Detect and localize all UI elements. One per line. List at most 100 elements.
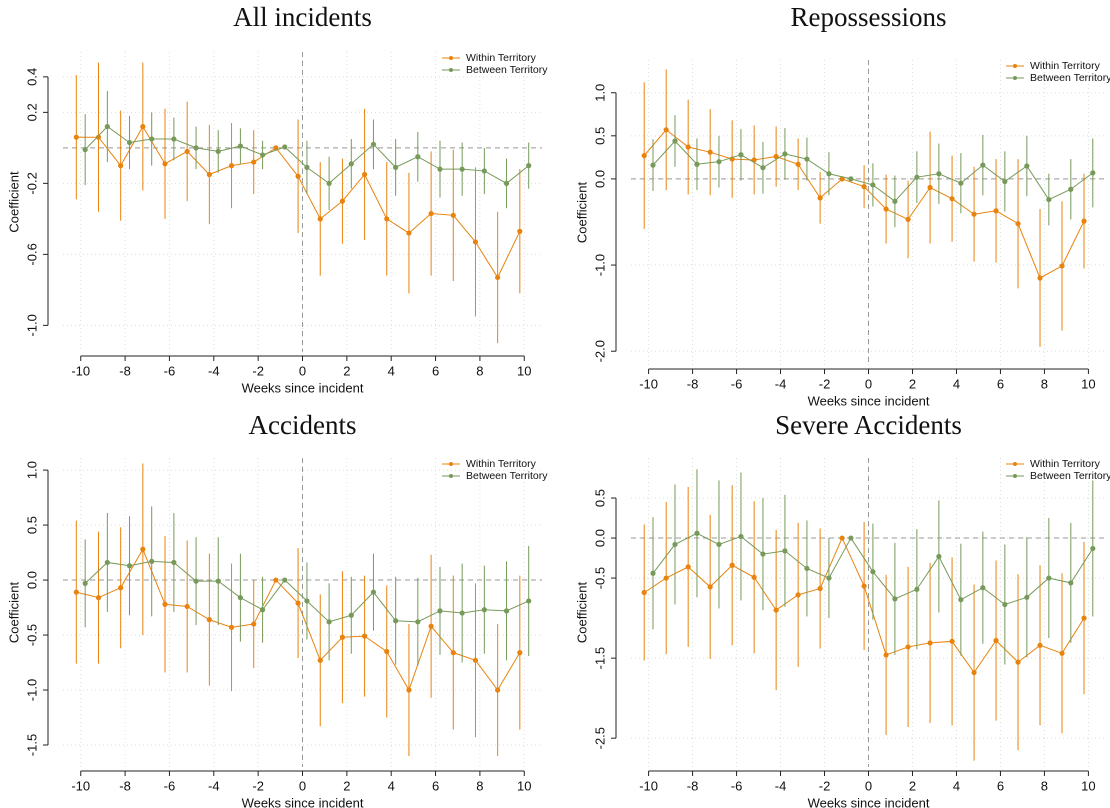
data-point xyxy=(707,149,713,155)
y-tick-label: 0.0 xyxy=(24,571,39,589)
data-point xyxy=(370,589,377,595)
data-point xyxy=(927,640,933,646)
y-tick-label: -1.0 xyxy=(592,254,607,276)
y-tick-label: -1.5 xyxy=(592,647,607,669)
data-point xyxy=(936,171,942,177)
y-tick-label: 0.5 xyxy=(24,516,39,534)
data-point xyxy=(517,650,523,656)
y-tick-label: 1.0 xyxy=(592,84,607,102)
data-point xyxy=(361,633,368,639)
data-point xyxy=(459,166,465,172)
data-point xyxy=(914,174,920,180)
data-point xyxy=(980,162,986,168)
data-point xyxy=(641,589,647,596)
data-point xyxy=(393,618,399,624)
x-tick-label: 10 xyxy=(1081,376,1095,391)
data-point xyxy=(237,143,244,149)
data-point xyxy=(773,153,779,160)
data-point xyxy=(304,164,310,170)
data-point xyxy=(503,180,510,186)
y-tick-label: 0.5 xyxy=(592,489,607,507)
data-point xyxy=(685,144,691,150)
x-tick-label: -8 xyxy=(119,778,131,793)
data-point xyxy=(228,163,235,169)
y-tick-label: 0.4 xyxy=(24,68,39,86)
data-point xyxy=(184,603,190,610)
data-point xyxy=(685,564,691,570)
data-point xyxy=(1015,221,1021,227)
data-point xyxy=(1068,580,1074,586)
y-tick-label: -0.6 xyxy=(24,243,39,265)
legend-marker xyxy=(449,474,453,478)
data-point xyxy=(1046,575,1052,581)
data-point xyxy=(716,159,722,165)
data-point xyxy=(883,206,889,212)
x-tick-label: -10 xyxy=(71,778,90,793)
data-point xyxy=(795,592,801,598)
data-point xyxy=(694,530,700,536)
data-point xyxy=(914,586,920,592)
data-point xyxy=(870,182,876,188)
x-tick-label: -4 xyxy=(775,778,787,793)
data-point xyxy=(650,162,656,168)
x-tick-label: 10 xyxy=(1081,778,1095,793)
data-point xyxy=(949,196,955,202)
x-tick-label: 2 xyxy=(343,363,350,378)
data-point xyxy=(716,541,722,548)
data-point xyxy=(694,161,700,167)
y-axis-label: Coefficient xyxy=(6,582,21,644)
x-tick-label: 8 xyxy=(1041,376,1048,391)
x-tick-label: -10 xyxy=(71,363,90,378)
data-point xyxy=(782,548,788,554)
x-axis-label: Weeks since incident xyxy=(808,795,930,808)
y-axis-label: Coefficient xyxy=(6,171,21,233)
data-point xyxy=(760,165,766,171)
data-point xyxy=(707,584,713,590)
data-point xyxy=(450,650,456,656)
x-tick-label: 4 xyxy=(953,376,960,391)
data-point xyxy=(384,216,390,222)
data-point xyxy=(162,161,168,167)
data-point xyxy=(149,558,155,564)
x-tick-label: 2 xyxy=(343,778,350,793)
x-tick-label: 0 xyxy=(299,363,306,378)
data-point xyxy=(883,652,889,658)
data-point xyxy=(760,551,766,557)
y-tick-label: 0.0 xyxy=(592,170,607,188)
data-point xyxy=(251,159,257,165)
data-point xyxy=(437,608,443,614)
y-tick-label: -1.0 xyxy=(24,679,39,701)
data-point xyxy=(82,147,88,153)
data-point xyxy=(348,161,354,167)
y-tick-label: -1.5 xyxy=(24,734,39,756)
data-point xyxy=(773,607,779,613)
y-tick-label: -0.5 xyxy=(24,624,39,646)
x-tick-label: -4 xyxy=(208,778,220,793)
data-point xyxy=(751,574,757,580)
y-tick-label: 0.5 xyxy=(592,127,607,145)
data-point xyxy=(171,559,177,566)
data-point xyxy=(1015,659,1021,665)
data-point xyxy=(450,212,456,218)
data-point xyxy=(663,127,669,133)
data-point xyxy=(406,687,412,693)
data-point xyxy=(949,638,955,644)
data-point xyxy=(641,153,647,159)
data-point xyxy=(370,141,377,147)
data-point xyxy=(82,580,88,586)
x-tick-label: -8 xyxy=(687,778,699,793)
legend-marker xyxy=(1013,64,1017,68)
data-point xyxy=(472,657,479,663)
data-point xyxy=(361,171,368,178)
data-point xyxy=(428,623,434,629)
data-point xyxy=(826,575,832,581)
panel: Repossessions 1.0 0.5 0.0 -1.0 -2.0 -10 -8 -6 -4 -… xyxy=(574,2,1110,408)
data-point xyxy=(993,637,999,644)
data-point xyxy=(993,208,999,214)
x-tick-label: -6 xyxy=(164,778,176,793)
x-tick-label: -6 xyxy=(731,376,743,391)
x-tick-label: -10 xyxy=(639,778,658,793)
x-tick-label: 8 xyxy=(476,778,483,793)
data-point xyxy=(140,123,146,130)
